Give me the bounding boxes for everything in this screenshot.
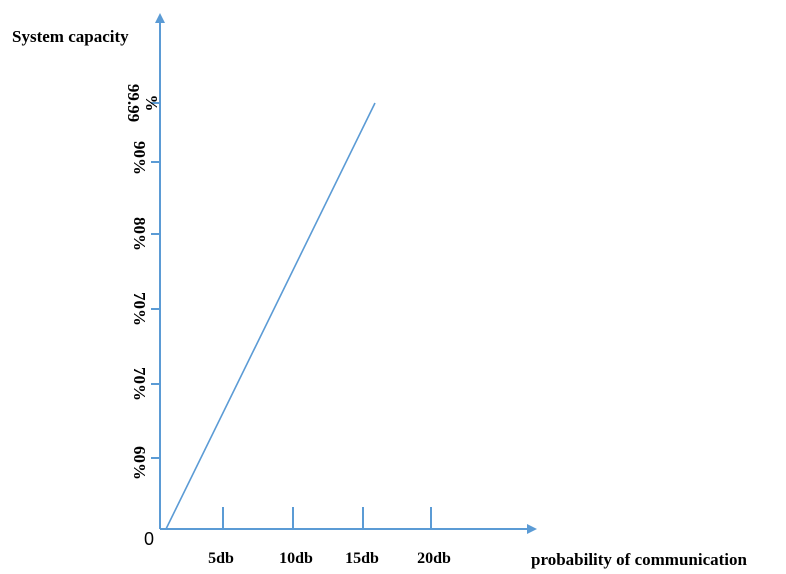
y-tick-label-90: 90% (130, 141, 149, 175)
x-tick-label-5db: 5db (208, 550, 234, 567)
y-tick-label-70b: 70% (130, 292, 149, 326)
x-tick-label-20db: 20db (417, 550, 451, 567)
y-tick-label-9999: 99.99% (124, 84, 161, 122)
y-axis-title: System capacity (12, 27, 129, 46)
origin-label: 0 (144, 529, 154, 549)
y-tick-label-60: 60% (130, 446, 149, 480)
x-axis-title: probability of communication (531, 550, 748, 569)
series-line (165, 102, 376, 530)
x-tick-label-10db: 10db (279, 550, 313, 567)
x-tick-label-15db: 15db (345, 550, 379, 567)
y-tick-label-70a: 70% (130, 367, 149, 401)
y-tick-label-80: 80% (130, 217, 149, 251)
